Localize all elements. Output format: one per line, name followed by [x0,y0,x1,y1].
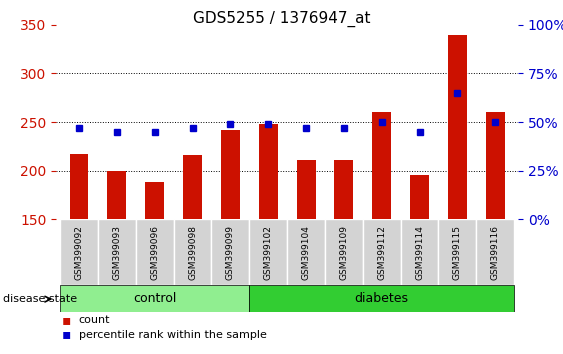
Text: GSM399102: GSM399102 [263,225,272,280]
Bar [410,175,429,219]
Text: GSM399104: GSM399104 [302,225,311,280]
Text: ▪: ▪ [62,327,72,342]
Bar [183,155,202,219]
FancyBboxPatch shape [173,219,212,285]
Text: GSM399093: GSM399093 [113,225,122,280]
Text: GSM399114: GSM399114 [415,225,424,280]
Bar [145,182,164,219]
Bar [70,154,88,219]
Text: ▪: ▪ [62,313,72,327]
Bar [486,112,504,219]
Bar [221,130,240,219]
Text: GSM399096: GSM399096 [150,225,159,280]
Bar [259,124,278,219]
Text: count: count [79,315,110,325]
FancyBboxPatch shape [401,219,439,285]
FancyBboxPatch shape [439,219,476,285]
Text: GSM399092: GSM399092 [74,225,83,280]
FancyBboxPatch shape [60,219,98,285]
Bar [372,112,391,219]
FancyBboxPatch shape [249,285,514,312]
Bar [334,160,354,219]
Bar [108,171,126,219]
FancyBboxPatch shape [287,219,325,285]
Text: diabetes: diabetes [355,292,409,305]
FancyBboxPatch shape [98,219,136,285]
Text: GSM399098: GSM399098 [188,225,197,280]
FancyBboxPatch shape [363,219,401,285]
Text: GSM399099: GSM399099 [226,225,235,280]
FancyBboxPatch shape [212,219,249,285]
Text: disease state: disease state [3,294,77,304]
Text: GSM399115: GSM399115 [453,225,462,280]
FancyBboxPatch shape [476,219,514,285]
FancyBboxPatch shape [60,285,249,312]
Bar [448,34,467,219]
FancyBboxPatch shape [249,219,287,285]
Bar [297,160,315,219]
Text: control: control [133,292,176,305]
Text: GSM399112: GSM399112 [377,225,386,280]
Text: percentile rank within the sample: percentile rank within the sample [79,330,267,339]
FancyBboxPatch shape [136,219,173,285]
Text: GSM399109: GSM399109 [339,225,348,280]
FancyBboxPatch shape [325,219,363,285]
Text: GSM399116: GSM399116 [491,225,500,280]
Text: GDS5255 / 1376947_at: GDS5255 / 1376947_at [193,11,370,27]
